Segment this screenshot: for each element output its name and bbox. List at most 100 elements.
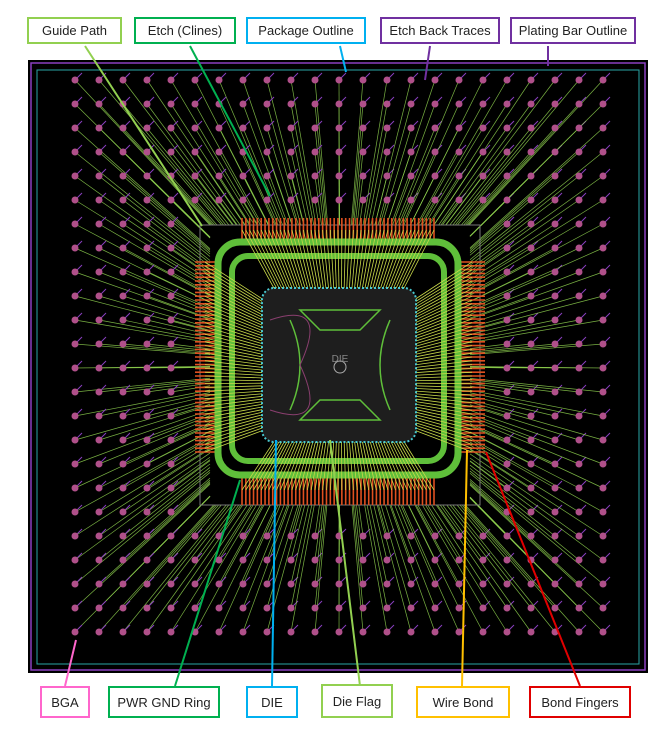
- wire-bond: [413, 398, 473, 407]
- bga-pad: [407, 100, 415, 108]
- bga-pad: [143, 172, 151, 180]
- bga-pad: [71, 532, 79, 540]
- trace: [469, 482, 556, 561]
- trace: [266, 175, 287, 226]
- wire-bond: [318, 229, 327, 291]
- wire-bond: [413, 416, 473, 434]
- trace: [469, 199, 556, 266]
- bga-pad: [599, 580, 607, 588]
- bga-pad: [95, 412, 103, 420]
- trace: [314, 103, 327, 226]
- trace: [122, 199, 211, 267]
- bga-pad: [239, 604, 247, 612]
- bga-pad: [311, 124, 319, 132]
- bga-pad: [167, 436, 175, 444]
- trace: [74, 175, 211, 273]
- trace: [466, 127, 556, 226]
- bga-pad: [311, 628, 319, 636]
- plating-bar-outline: [30, 62, 646, 671]
- bga-pad: [119, 628, 127, 636]
- bga-pad: [551, 340, 559, 348]
- trace: [469, 223, 604, 296]
- trace: [74, 460, 211, 561]
- wire-bond: [295, 439, 312, 491]
- bga-pad: [119, 364, 127, 372]
- trace: [122, 175, 211, 253]
- trace: [314, 504, 323, 561]
- bga-pad: [527, 268, 535, 276]
- bga-pad: [143, 436, 151, 444]
- wire-bond: [400, 439, 431, 491]
- trace: [469, 461, 604, 561]
- wire-bond: [204, 368, 265, 374]
- trace: [74, 127, 211, 249]
- bga-pad: [503, 364, 511, 372]
- trace: [146, 504, 230, 609]
- wire-bond: [382, 229, 404, 291]
- wire-bond: [322, 439, 330, 491]
- trace: [74, 295, 211, 332]
- bga-pad: [575, 148, 583, 156]
- bga-pad: [95, 340, 103, 348]
- bga-pad: [551, 388, 559, 396]
- bga-pad: [71, 388, 79, 396]
- bga-pad: [575, 556, 583, 564]
- bga-pad: [599, 604, 607, 612]
- wire-bond: [364, 229, 377, 291]
- wire-bond: [204, 429, 265, 453]
- trace: [469, 199, 580, 276]
- trace: [353, 127, 364, 226]
- bga-pad: [359, 604, 367, 612]
- wire-bond: [204, 421, 265, 441]
- trace: [364, 504, 388, 633]
- trace: [469, 343, 508, 349]
- trace: [218, 151, 261, 226]
- wire-bond: [333, 229, 337, 291]
- trace: [469, 401, 604, 441]
- wire-bond: [204, 398, 265, 407]
- bga-pad: [575, 364, 583, 372]
- bga-pad: [143, 556, 151, 564]
- trace: [266, 103, 302, 226]
- callout: Wire Bond: [416, 686, 510, 718]
- bga-pad: [431, 604, 439, 612]
- trace: [314, 504, 320, 537]
- wire-bond: [413, 421, 473, 441]
- wire-bond: [392, 229, 420, 291]
- bga-pad: [191, 604, 199, 612]
- wire-bond: [400, 229, 431, 291]
- trace: [266, 504, 299, 609]
- bga-pad: [239, 580, 247, 588]
- trace: [170, 247, 211, 276]
- bga-pad: [239, 196, 247, 204]
- bga-pad: [95, 532, 103, 540]
- wire-bond: [413, 414, 473, 430]
- wire-bond: [204, 379, 265, 381]
- wire-bond: [346, 229, 350, 291]
- trace: [394, 504, 436, 609]
- wire-bond: [204, 276, 265, 311]
- trace: [351, 103, 364, 226]
- trace: [122, 247, 211, 296]
- bga-pad: [263, 628, 271, 636]
- bga-pad: [527, 100, 535, 108]
- trace: [469, 431, 580, 489]
- trace: [74, 413, 211, 465]
- bga-pad: [575, 508, 583, 516]
- bga-pad: [479, 172, 487, 180]
- bga-pad: [479, 556, 487, 564]
- trace: [314, 504, 325, 585]
- bga-pad: [119, 340, 127, 348]
- trace: [122, 79, 234, 226]
- trace: [122, 103, 224, 226]
- bga-pad: [335, 196, 343, 204]
- trace: [469, 151, 604, 260]
- bga-pad: [575, 76, 583, 84]
- wire-bond: [413, 269, 473, 306]
- bga-pad: [431, 100, 439, 108]
- bga-pad: [503, 220, 511, 228]
- trace: [442, 103, 532, 226]
- bga-pad: [599, 100, 607, 108]
